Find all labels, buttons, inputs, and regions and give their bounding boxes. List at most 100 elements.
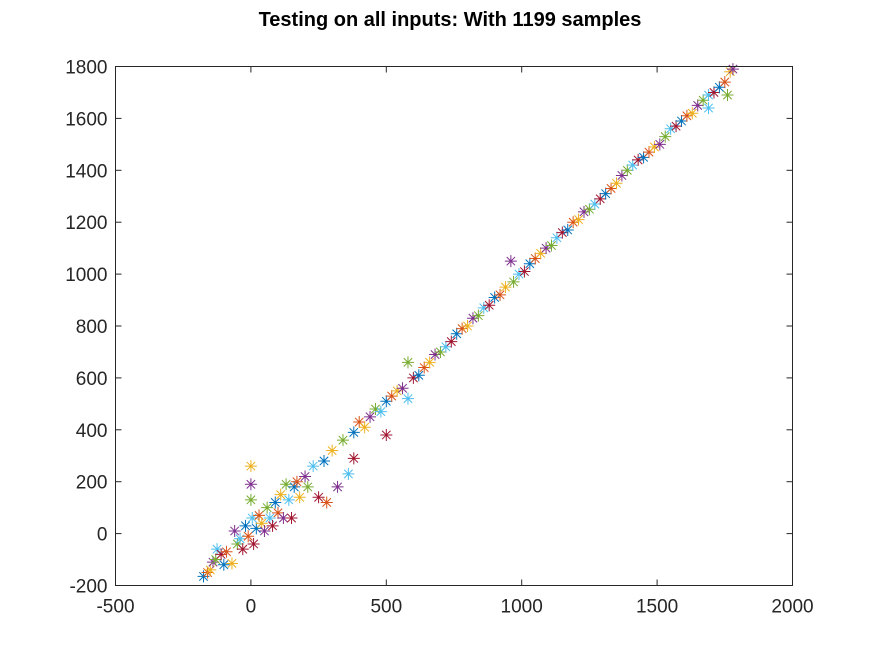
scatter-point [347,452,360,465]
scatter-point [263,512,276,525]
scatter-point [518,265,531,278]
scatter-point [702,102,715,115]
y-tick-label: 0 [97,525,108,546]
scatter-point [721,89,734,102]
scatter-point [572,213,585,226]
scatter-point [540,242,553,255]
scatter-point [718,76,731,89]
scatter-point [637,151,650,164]
scatter-point [288,480,301,493]
y-tick-label: 1600 [65,109,107,130]
scatter-point [242,530,255,543]
y-tick-label: 400 [76,421,108,442]
scatter-point [726,63,739,76]
scatter-point [680,109,693,122]
scatter-point [347,426,360,439]
scatter-point [675,114,688,127]
scatter-point [407,371,420,384]
scatter-point [277,512,290,525]
scatter-point [507,275,520,288]
scatter-point [401,356,414,369]
scatter-point [423,356,436,369]
scatter-point [369,403,382,416]
scatter-point [713,81,726,94]
scatter-point [280,478,293,491]
scatter-point [385,390,398,403]
scatter-point [312,491,325,504]
scatter-point [266,519,279,532]
y-tick-label: 200 [76,473,108,494]
x-tick-label: 500 [370,597,402,618]
scatter-point [461,320,474,332]
scatter-point [380,428,393,441]
scatter-point [691,99,704,112]
scatter-point [615,169,628,182]
x-tick-label: 1500 [636,597,678,618]
scatter-point [434,345,447,358]
scatter-point [642,146,655,159]
scatter-point [204,563,217,576]
scatter-point [269,496,282,509]
scatter-point [244,478,257,491]
scatter-point [445,335,458,348]
scatter-point [209,553,222,566]
scatter-point [561,223,574,236]
scatter-point [456,322,469,335]
scatter-point [225,557,238,570]
scatter-point [632,153,645,166]
scatter-point [380,395,393,408]
scatter-point [401,392,414,405]
scatter-point [583,203,596,216]
plot-area-frame [115,66,793,586]
scatter-point [534,247,547,260]
scatter-point [605,182,618,195]
scatter-point [396,382,409,395]
scatter-point [253,509,266,522]
scatter-point [466,312,479,325]
scatter-point [567,216,580,229]
points-layer [197,63,739,583]
scatter-point [659,130,672,143]
scatter-point [331,480,344,493]
scatter-point [556,226,569,239]
scatter-point [217,558,230,571]
scatter-point [512,268,525,281]
scatter-point [610,177,623,190]
scatter-point [670,120,683,133]
scatter-point [320,496,333,509]
scatter-point [483,299,496,312]
scatter-point [391,384,404,397]
scatter-point [429,348,442,361]
scatter-point [588,198,601,211]
y-tick-label: 800 [76,317,108,338]
scatter-point [472,309,485,322]
scatter-point [290,475,303,488]
scatter-point [412,369,425,382]
scatter-point [215,548,228,561]
scatter-point [626,159,639,172]
scatter-point [282,493,295,506]
scatter-point [246,512,259,525]
scatter-point [374,405,387,418]
scatter-point [211,543,224,556]
scatter-point [255,517,268,530]
scatter-point [577,205,590,218]
scatter-point [301,480,314,493]
scatter-point [621,164,634,177]
scatter-point [599,187,612,200]
scatter-point [244,493,257,506]
scatter-point [336,434,349,447]
scatter-point [523,257,536,270]
scatter-point [231,537,244,550]
scatter-point [504,255,517,268]
scatter-point [697,94,710,107]
x-tick-label: 1000 [501,597,543,618]
scatter-point [239,519,252,532]
scatter-point [529,252,542,265]
scatter-point [707,86,720,99]
y-tick-label: -200 [69,577,107,598]
y-axis: -200 0 200 400 600 800 1000 1200 1400 1600 1800 [65,58,793,598]
scatter-point [271,506,284,519]
scatter-point [353,416,366,429]
